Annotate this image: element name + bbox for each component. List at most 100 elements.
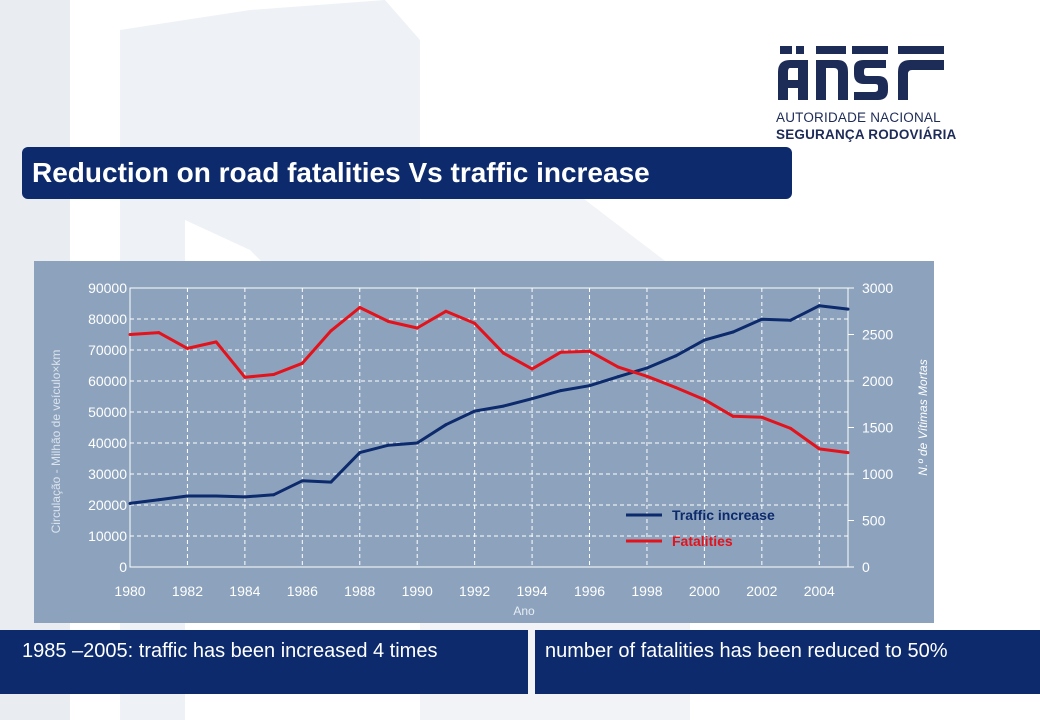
y2-tick-label: 2500 (862, 327, 893, 343)
data-point-series-2 (358, 306, 362, 310)
y2-tick-label: 500 (862, 513, 886, 529)
data-point-series-1 (243, 495, 247, 499)
data-point-series-1 (185, 494, 189, 498)
data-point-series-2 (243, 375, 247, 379)
data-point-series-2 (559, 350, 563, 354)
y-axis-label: Circulação - Milhão de veículo×km (49, 350, 63, 534)
x-tick-label: 1992 (459, 583, 490, 599)
series-line-2 (129, 306, 849, 455)
y2-tick-label: 0 (862, 559, 870, 575)
data-point-series-1 (789, 318, 793, 322)
x-tick-label: 1990 (402, 583, 433, 599)
data-point-series-2 (386, 319, 390, 323)
data-point-series-2 (185, 346, 189, 350)
y2-tick-label: 1000 (862, 466, 893, 482)
data-point-series-1 (415, 441, 419, 445)
x-tick-label: 1982 (172, 583, 203, 599)
logo-text-line1: AUTORIDADE NACIONAL (776, 110, 941, 125)
y-tick-label: 90000 (88, 280, 127, 296)
data-point-series-2 (415, 326, 419, 330)
x-tick-label: 1988 (344, 583, 375, 599)
data-point-series-2 (645, 374, 649, 378)
x-tick-label: 2000 (689, 583, 720, 599)
data-point-series-2 (616, 365, 620, 369)
x-tick-label: 1998 (631, 583, 662, 599)
x-tick-label: 1994 (517, 583, 548, 599)
data-point-series-1 (559, 389, 563, 393)
y-tick-label: 0 (119, 559, 127, 575)
ansr-logo-mark (778, 46, 944, 100)
data-point-series-1 (358, 451, 362, 455)
data-point-series-2 (329, 329, 333, 333)
data-point-series-1 (300, 479, 304, 483)
data-point-series-2 (846, 451, 850, 455)
x-tick-label: 2002 (746, 583, 777, 599)
data-point-series-2 (128, 333, 132, 336)
y2-tick-label: 1500 (862, 420, 893, 436)
data-point-series-1 (702, 338, 706, 342)
footer-left-box: 1985 –2005: traffic has been increased 4… (0, 630, 528, 694)
data-point-series-1 (501, 404, 505, 408)
y-tick-label: 60000 (88, 373, 127, 389)
footer-right-box: number of fatalities has been reduced to… (535, 630, 1040, 694)
y-tick-label: 10000 (88, 528, 127, 544)
data-point-series-2 (789, 426, 793, 430)
data-point-series-2 (760, 415, 764, 419)
x-tick-label: 2004 (804, 583, 835, 599)
data-point-series-2 (731, 414, 735, 418)
data-point-series-1 (530, 397, 534, 401)
data-point-series-1 (329, 480, 333, 484)
data-point-series-2 (674, 386, 678, 390)
data-point-series-2 (817, 447, 821, 451)
ansr-logo: AUTORIDADE NACIONAL SEGURANÇA RODOVIÁRIA (772, 40, 962, 152)
y2-tick-label: 3000 (862, 280, 893, 296)
data-point-series-1 (846, 307, 850, 311)
y2-axis-label: N.º de Vítimas Mortas (916, 359, 930, 475)
y-tick-label: 30000 (88, 466, 127, 482)
chart-panel: 0 10000 20000 30000 40000 50000 60000 70000 8000… (34, 261, 934, 623)
logo-text-line2: SEGURANÇA RODOVIÁRIA (776, 127, 957, 142)
y-tick-label: 20000 (88, 497, 127, 513)
data-point-series-2 (272, 372, 276, 376)
slide-title: Reduction on road fatalities Vs traffic … (32, 157, 650, 188)
series-line-1 (129, 304, 849, 505)
data-point-series-1 (128, 501, 132, 505)
data-point-series-1 (157, 498, 161, 502)
data-point-series-2 (300, 361, 304, 365)
y-tick-label: 70000 (88, 342, 127, 358)
data-point-series-1 (588, 384, 592, 388)
legend-label-2: Fatalities (672, 533, 733, 549)
y-tick-label: 80000 (88, 311, 127, 327)
data-point-series-2 (214, 340, 218, 344)
x-tick-label: 1984 (229, 583, 260, 599)
x-tick-label: 1996 (574, 583, 605, 599)
data-point-series-2 (702, 398, 706, 402)
y2-tick-label: 2000 (862, 373, 893, 389)
data-point-series-1 (444, 423, 448, 427)
dual-axis-line-chart: 0100002000030000400005000060000700008000… (49, 280, 930, 618)
data-point-series-2 (501, 351, 505, 355)
data-point-series-2 (530, 367, 534, 371)
y-tick-label: 50000 (88, 404, 127, 420)
data-point-series-1 (760, 317, 764, 321)
x-axis-label: Ano (513, 604, 535, 618)
data-point-series-1 (674, 354, 678, 358)
data-point-series-1 (272, 493, 276, 497)
data-point-series-1 (214, 494, 218, 498)
data-point-series-2 (444, 309, 448, 313)
footer-left-text: 1985 –2005: traffic has been increased 4… (22, 640, 438, 662)
x-tick-label: 1986 (287, 583, 318, 599)
data-point-series-2 (588, 349, 592, 353)
data-point-series-2 (473, 321, 477, 325)
data-point-series-1 (645, 366, 649, 370)
data-point-series-1 (386, 443, 390, 447)
footer-right-text: number of fatalities has been reduced to… (545, 640, 948, 662)
title-banner: Reduction on road fatalities Vs traffic … (22, 147, 792, 199)
data-point-series-1 (616, 375, 620, 379)
data-point-series-1 (473, 409, 477, 413)
data-point-series-1 (731, 330, 735, 334)
data-point-series-2 (157, 331, 161, 335)
data-point-series-1 (817, 304, 821, 308)
x-tick-label: 1980 (114, 583, 145, 599)
y-tick-label: 40000 (88, 435, 127, 451)
